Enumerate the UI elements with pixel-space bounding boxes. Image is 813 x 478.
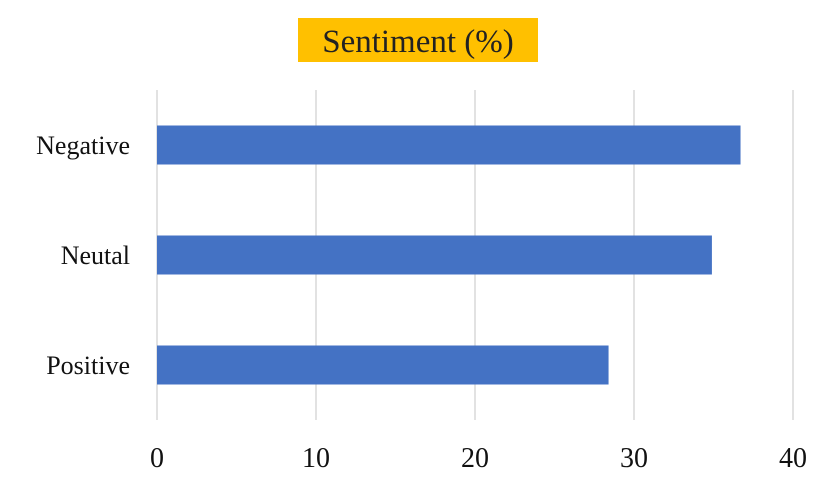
- x-tick-label: 0: [150, 443, 164, 474]
- chart-title: Sentiment (%): [322, 24, 514, 60]
- bar-neutal: [157, 235, 712, 275]
- chart-title-background: [298, 18, 538, 62]
- bars: [157, 125, 741, 385]
- category-label-negative: Negative: [36, 131, 130, 160]
- x-tick-label: 10: [302, 443, 330, 474]
- bar-negative: [157, 125, 741, 165]
- x-tick-label: 40: [779, 443, 807, 474]
- bar-positive: [157, 345, 609, 385]
- x-tick-label: 30: [620, 443, 648, 474]
- x-tick-label: 20: [461, 443, 489, 474]
- category-label-neutal: Neutal: [61, 241, 130, 270]
- category-label-positive: Positive: [46, 351, 130, 380]
- category-labels: Negative Neutal Positive: [36, 131, 130, 380]
- x-axis-tick-labels: 0 10 20 30 40: [150, 443, 807, 474]
